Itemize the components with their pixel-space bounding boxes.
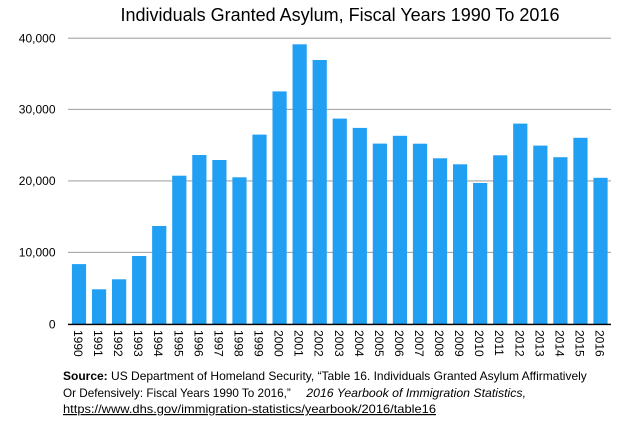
svg-text:2011: 2011 [492,330,506,356]
svg-text:1992: 1992 [111,330,125,357]
svg-text:1995: 1995 [171,330,185,357]
svg-text:Source: US Department of Homel: Source: US Department of Homeland Securi… [63,369,587,383]
svg-text:2006: 2006 [392,330,406,357]
svg-text:1991: 1991 [91,330,105,357]
svg-text:1996: 1996 [191,330,205,357]
svg-text:Or Defensively: Fiscal Years 1: Or Defensively: Fiscal Years 1990 To 201… [63,386,291,400]
svg-text:20,000: 20,000 [19,174,56,188]
svg-text:2015: 2015 [572,330,586,357]
svg-text:2002: 2002 [312,330,326,357]
svg-text:2001: 2001 [292,330,306,357]
svg-text:2009: 2009 [452,330,466,357]
svg-text:2013: 2013 [532,330,546,357]
svg-text:30,000: 30,000 [19,103,56,117]
svg-text:2016 Yearbook of Immigration S: 2016 Yearbook of Immigration Statistics, [305,386,526,400]
svg-text:1997: 1997 [211,330,225,357]
svg-text:1999: 1999 [252,330,266,357]
svg-text:2010: 2010 [472,330,486,357]
svg-text:2005: 2005 [372,330,386,357]
svg-text:10,000: 10,000 [19,246,56,260]
svg-text:1990: 1990 [71,330,85,357]
svg-text:1994: 1994 [151,330,165,357]
svg-text:2016: 2016 [593,330,607,357]
svg-text:2004: 2004 [352,330,366,357]
svg-text:40,000: 40,000 [19,32,56,46]
svg-text:2008: 2008 [432,330,446,357]
svg-text:2007: 2007 [412,330,426,357]
svg-text:1998: 1998 [231,330,245,357]
svg-text:Individuals Granted Asylum, Fi: Individuals Granted Asylum, Fiscal Years… [121,5,560,25]
svg-text:2014: 2014 [552,330,566,357]
svg-text:2000: 2000 [272,330,286,357]
svg-text:2012: 2012 [512,330,526,357]
svg-text:1993: 1993 [131,330,145,357]
svg-text:https://www.dhs.gov/immigratio: https://www.dhs.gov/immigration-statisti… [63,402,436,416]
svg-text:2003: 2003 [332,330,346,357]
svg-text:0: 0 [49,317,56,331]
